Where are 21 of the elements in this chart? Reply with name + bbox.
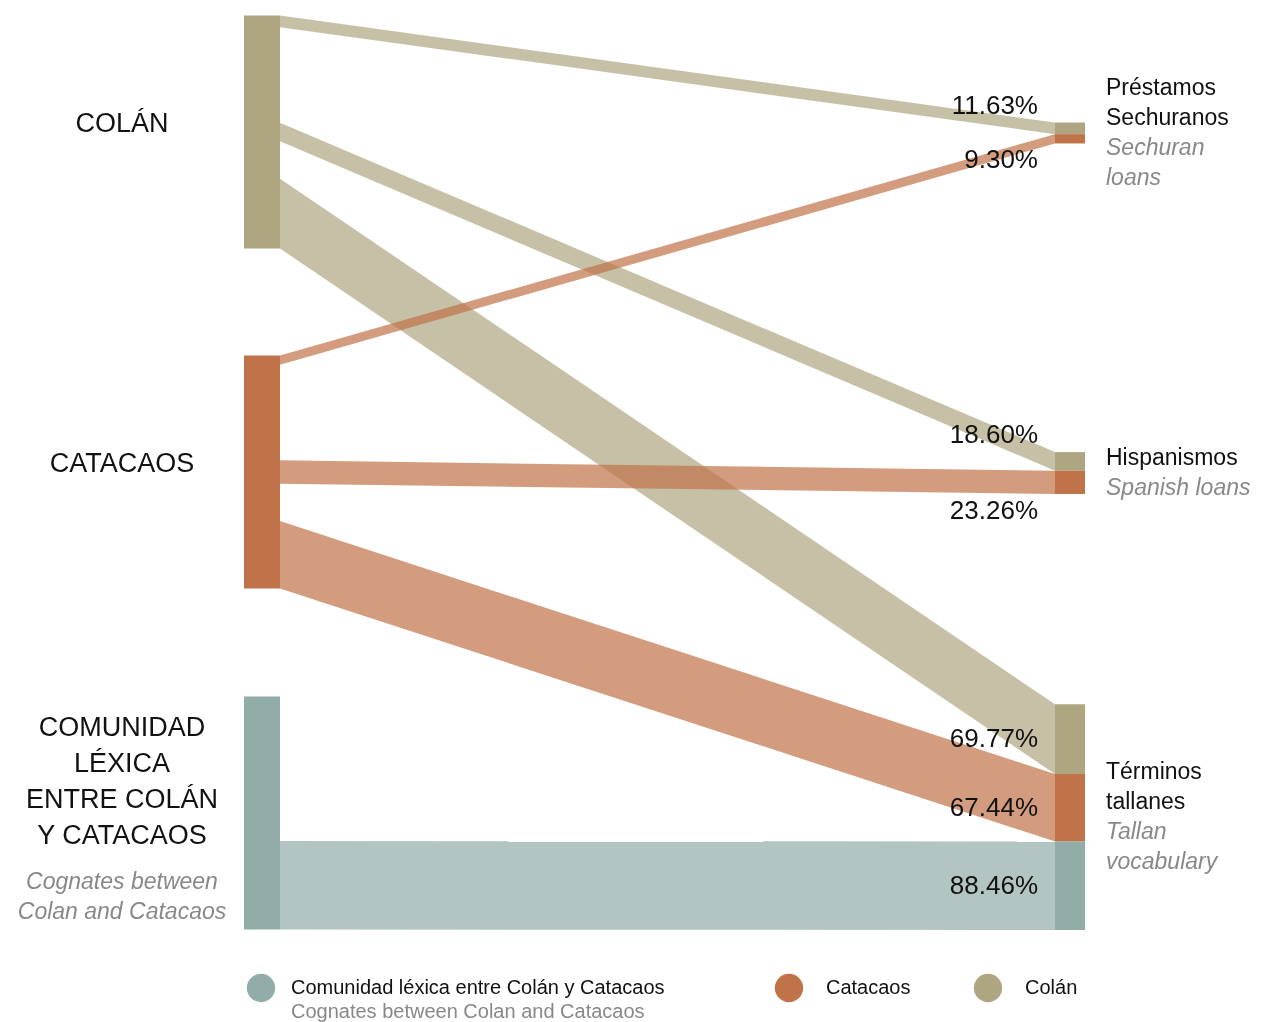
category-label: Préstamos Sechuranos: [1106, 74, 1229, 130]
data-label: 69.77%: [949, 723, 1038, 754]
text: Cognates between Colan and Catacaos: [17, 868, 227, 924]
category-label: Términos tallanes: [1106, 758, 1202, 815]
text: Sechuran loans: [1106, 134, 1205, 190]
legend-label: Comunidad léxica entre Colán y Catacaos: [291, 976, 665, 998]
legend-label: Colán: [1025, 976, 1078, 998]
text: COLÁN: [75, 108, 169, 138]
category-label: Hispanismos: [1106, 444, 1238, 470]
data-label: 9.30%: [964, 144, 1038, 175]
text: Cognates between Colan and Catacaos: [291, 1000, 645, 1022]
data-label: 88.46%: [949, 869, 1038, 900]
text: COMUNIDAD LÉXICA ENTRE COLÁN Y CATACAOS: [25, 712, 219, 850]
data-label: 67.44%: [949, 791, 1038, 822]
text: Spanish loans: [1106, 474, 1251, 500]
text: CATACAOS: [49, 448, 195, 478]
text: Tallan vocabulary: [1106, 818, 1219, 875]
data-label: 23.26%: [949, 494, 1038, 525]
data-label: 18.60%: [949, 419, 1038, 450]
data-label: 11.63%: [951, 89, 1038, 120]
legend-label: Catacaos: [826, 976, 911, 998]
